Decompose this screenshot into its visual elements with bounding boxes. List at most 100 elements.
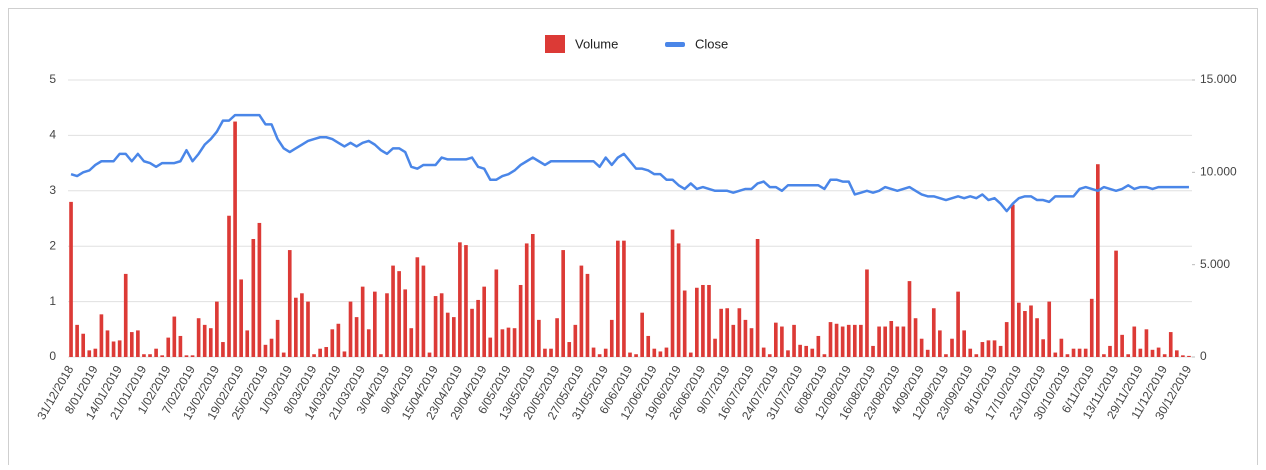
bar [980,342,985,357]
bar [257,222,262,357]
bar [549,348,553,357]
y2-tick-label: 10.000 [1200,165,1237,179]
bar [749,328,754,357]
bar [688,352,693,357]
bar [597,354,602,357]
bar [366,329,371,357]
bar [828,322,833,357]
bar [701,284,705,357]
bar [1053,352,1058,357]
bar [773,322,778,357]
chart-frame [8,8,1258,470]
bar [281,352,286,357]
bar [682,290,687,357]
bar [312,354,316,357]
y-tick-label: 5 [49,72,56,86]
bar [634,354,638,357]
y-tick-label: 4 [49,128,56,142]
bar [707,284,711,357]
bar [646,335,651,357]
bar [427,352,432,357]
bar [1150,349,1155,357]
bar [227,215,231,357]
bar [1004,322,1009,357]
bar [1126,354,1131,357]
bar [986,340,991,357]
bar [99,314,104,357]
bar [767,354,772,357]
bar [913,318,918,357]
bar [129,332,134,357]
bar [1120,334,1124,357]
y2-tick-label: 5.000 [1200,257,1230,271]
bar [287,250,292,357]
bar [865,269,869,357]
bar [354,317,359,357]
legend-label: Volume [575,36,618,51]
bar [1168,332,1173,357]
bar [798,344,802,357]
bar [834,323,839,357]
bar [409,328,414,357]
bar [998,345,1003,357]
legend-label: Close [695,36,728,51]
bar [160,355,164,357]
bar [142,354,146,357]
bar [670,229,675,357]
bar [822,354,827,357]
bar [938,330,942,357]
bar [950,338,954,357]
bar [172,316,177,357]
bar [379,354,383,357]
bar [494,269,499,357]
bar [470,308,474,357]
bar [713,338,717,357]
bar [792,324,796,357]
bar [1156,347,1161,357]
bar [385,293,389,357]
bar [1138,348,1143,357]
bar [1096,164,1100,357]
bar [1108,345,1112,357]
bar [512,328,517,357]
bar [895,326,900,357]
bar [458,242,462,357]
bar [585,273,590,357]
bar [269,338,274,357]
bar [439,293,444,357]
bar [1065,354,1070,357]
bar [154,348,158,357]
bar [111,341,116,357]
bar [743,319,748,357]
bar [93,348,98,357]
bar [476,299,480,357]
bar [1174,350,1179,357]
bar [1010,204,1015,357]
bar [1041,339,1045,357]
bar [81,333,86,357]
bar [87,350,92,357]
bar [816,335,821,357]
bar [877,326,881,357]
bar [555,318,559,357]
bar [603,348,608,357]
bar [1089,298,1094,357]
y2-tick-label: 15.000 [1200,72,1237,86]
bar [1023,311,1027,357]
bar [294,297,298,357]
bar [360,286,365,357]
bar [136,330,140,357]
bar [1059,338,1064,357]
bar [1162,354,1167,357]
bar [75,324,79,357]
bar [318,348,322,357]
y-tick-label: 1 [49,294,56,308]
bar [342,351,347,357]
bar [178,335,183,357]
bar [275,319,280,357]
bar [609,319,614,357]
bar [69,201,73,357]
bar [780,326,784,357]
